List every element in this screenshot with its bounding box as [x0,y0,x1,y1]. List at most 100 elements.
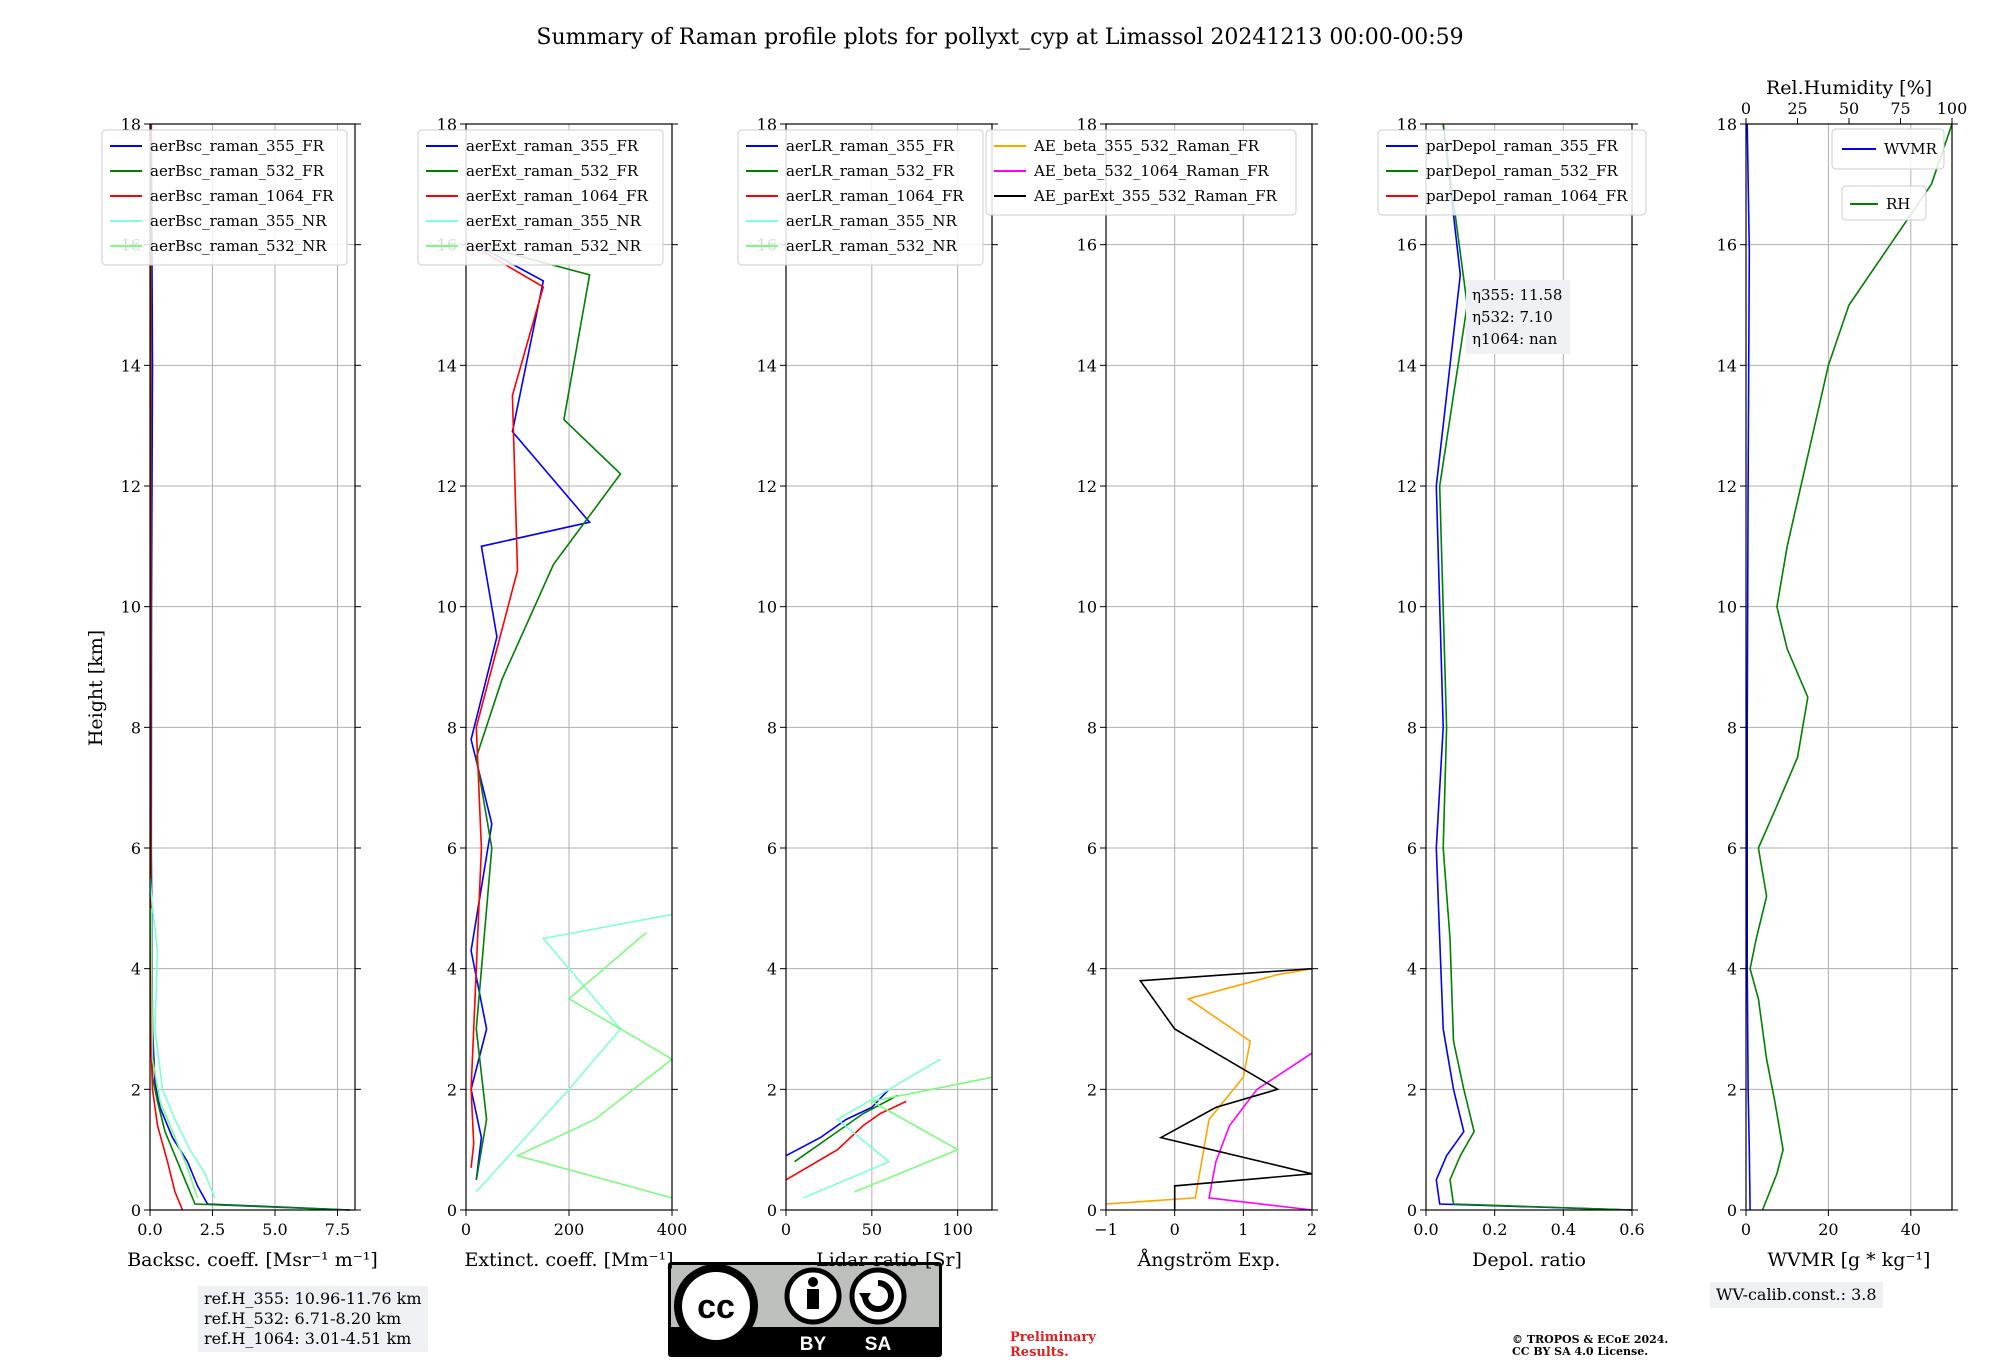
legend-entry: aerLR_raman_355_NR [786,212,957,230]
y-tick-label: 0 [1407,1201,1417,1220]
y-tick-label: 14 [121,356,141,375]
legend-entry: aerBsc_raman_532_FR [150,162,325,180]
x-axis-label: Backsc. coeff. [Msr⁻¹ m⁻¹] [127,1249,378,1271]
preliminary-line2: Results. [1010,1345,1069,1360]
y-tick-label: 12 [1077,477,1097,496]
series-line-AE_beta_532_1064_Raman_FR [1208,1052,1313,1211]
legend-entry: aerExt_raman_532_FR [466,162,639,180]
legend-entry: RH [1886,195,1910,213]
x-tick-label: 1 [1238,1220,1248,1239]
y-tick-label: 8 [767,718,777,737]
x-tick-label: 200 [554,1220,585,1239]
y-tick-label: 4 [447,960,457,979]
y-axis-label: Height [km] [85,630,107,746]
y-tick-label: 8 [131,718,141,737]
top-x-axis-label: Rel.Humidity [%] [1766,77,1932,99]
x-tick-label: 50 [862,1220,882,1239]
copyright-line1: © TROPOS & ECoE 2024. [1512,1333,1669,1346]
series-line-parDepol_raman_532_FR [1438,123,1633,1211]
y-tick-label: 14 [437,356,457,375]
legend-entry: parDepol_raman_1064_FR [1426,187,1628,205]
y-tick-label: 12 [1717,477,1737,496]
y-tick-label: 0 [131,1201,141,1220]
series-line-AE_beta_355_532_Raman_FR [1105,967,1313,1205]
series-line-aerBsc_raman_1064_FR [149,124,184,1211]
figure-title: Summary of Raman profile plots for polly… [536,25,1463,50]
preliminary-note: Preliminary Results. [1010,1330,1096,1360]
legend-entry: AE_beta_532_1064_Raman_FR [1033,162,1269,180]
x-tick-label: 400 [657,1220,688,1239]
legend-entry: parDepol_raman_532_FR [1426,162,1619,180]
y-tick-label: 4 [767,960,777,979]
y-tick-label: 2 [131,1080,141,1099]
legend-entry: aerLR_raman_532_FR [786,162,955,180]
series-line-aerLR_raman_532_NR [854,1076,993,1193]
x-tick-label: 0.4 [1551,1220,1576,1239]
y-tick-label: 10 [1397,598,1417,617]
series-line-aerExt_raman_532_NR [515,931,674,1199]
series-line-aerBsc_raman_355_NR [149,878,216,1199]
ref-height-1064: ref.H_1064: 3.01-4.51 km [204,1329,412,1348]
legend: aerExt_raman_355_FR aerExt_raman_532_FRae… [417,129,664,266]
sa-label: SA [865,1334,892,1355]
reference-heights-box: ref.H_355: 10.96-11.76 km ref.H_532: 6.7… [198,1286,428,1352]
y-tick-label: 14 [1717,356,1737,375]
x-tick-label: 0.2 [1482,1220,1507,1239]
legend-entry: aerExt_raman_1064_FR [466,187,648,205]
top-x-tick-label: 0 [1741,99,1751,118]
preliminary-line1: Preliminary [1010,1330,1096,1345]
y-tick-label: 8 [1407,718,1417,737]
wv-calibration-box: WV-calib.const.: 3.8 [1710,1282,1883,1308]
plot-frame [1745,123,1953,1211]
x-tick-label: 0.0 [137,1220,162,1239]
series-line-AE_parExt_355_532_Raman_FR [1138,967,1313,1210]
series-line-aerExt_raman_355_NR [475,913,673,1193]
top-x-tick-label: 100 [1937,99,1968,118]
legend-entry: aerBsc_raman_532_NR [150,237,327,255]
y-tick-label: 6 [1407,839,1417,858]
y-tick-label: 0 [1727,1201,1737,1220]
y-tick-label: 4 [1087,960,1097,979]
plot-frame [785,123,993,1211]
series-line-aerLR_raman_1064_FR [785,1100,907,1181]
x-axis-label: Lidar ratio [Sr] [816,1249,962,1271]
series-line-RH [1749,123,1953,1211]
panel-3: 024681012141618050100Lidar ratio [Sr]aer… [737,115,998,1271]
top-x-tick-label: 25 [1787,99,1807,118]
legend-entry: aerLR_raman_355_FR [786,137,955,155]
y-tick-label: 2 [1087,1080,1097,1099]
series-line-aerExt_raman_355_FR [470,243,592,1180]
legend-entry: aerExt_raman_355_NR [466,212,642,230]
cc-text: cc [697,1288,735,1326]
y-tick-label: 0 [767,1201,777,1220]
y-tick-label: 10 [757,598,777,617]
x-axis-label: Extinct. coeff. [Mm⁻¹] [464,1249,673,1271]
copyright-note: © TROPOS & ECoE 2024. CC BY SA 4.0 Licen… [1512,1334,1668,1358]
plot-frame [1105,123,1313,1211]
share-alike-icon [849,1267,907,1325]
y-tick-label: 12 [121,477,141,496]
x-tick-label: 0.6 [1619,1220,1644,1239]
ref-height-355: ref.H_355: 10.96-11.76 km [204,1289,422,1308]
y-tick-label: 18 [757,115,777,134]
y-tick-label: 10 [1717,598,1737,617]
annotation-line: η532: 7.10 [1472,308,1553,326]
y-tick-label: 6 [1087,839,1097,858]
series-line-aerBsc_raman_355_FR [150,123,351,1211]
y-tick-label: 4 [1407,960,1417,979]
cc-license-badge: cc BY SA [668,1262,942,1357]
y-tick-label: 14 [1397,356,1417,375]
y-tick-label: 6 [131,839,141,858]
y-tick-label: 2 [1407,1080,1417,1099]
x-axis-label: Depol. ratio [1472,1249,1586,1271]
series-line-aerLR_raman_355_FR [785,1088,890,1157]
legend: parDepol_raman_355_FR parDepol_raman_532_… [1377,129,1647,216]
series-line-aerExt_raman_532_FR [475,243,622,1180]
y-tick-label: 8 [447,718,457,737]
y-tick-label: 4 [131,960,141,979]
y-tick-label: 2 [767,1080,777,1099]
x-tick-label: 0 [781,1220,791,1239]
legend: WVMR RH [1831,128,1945,221]
